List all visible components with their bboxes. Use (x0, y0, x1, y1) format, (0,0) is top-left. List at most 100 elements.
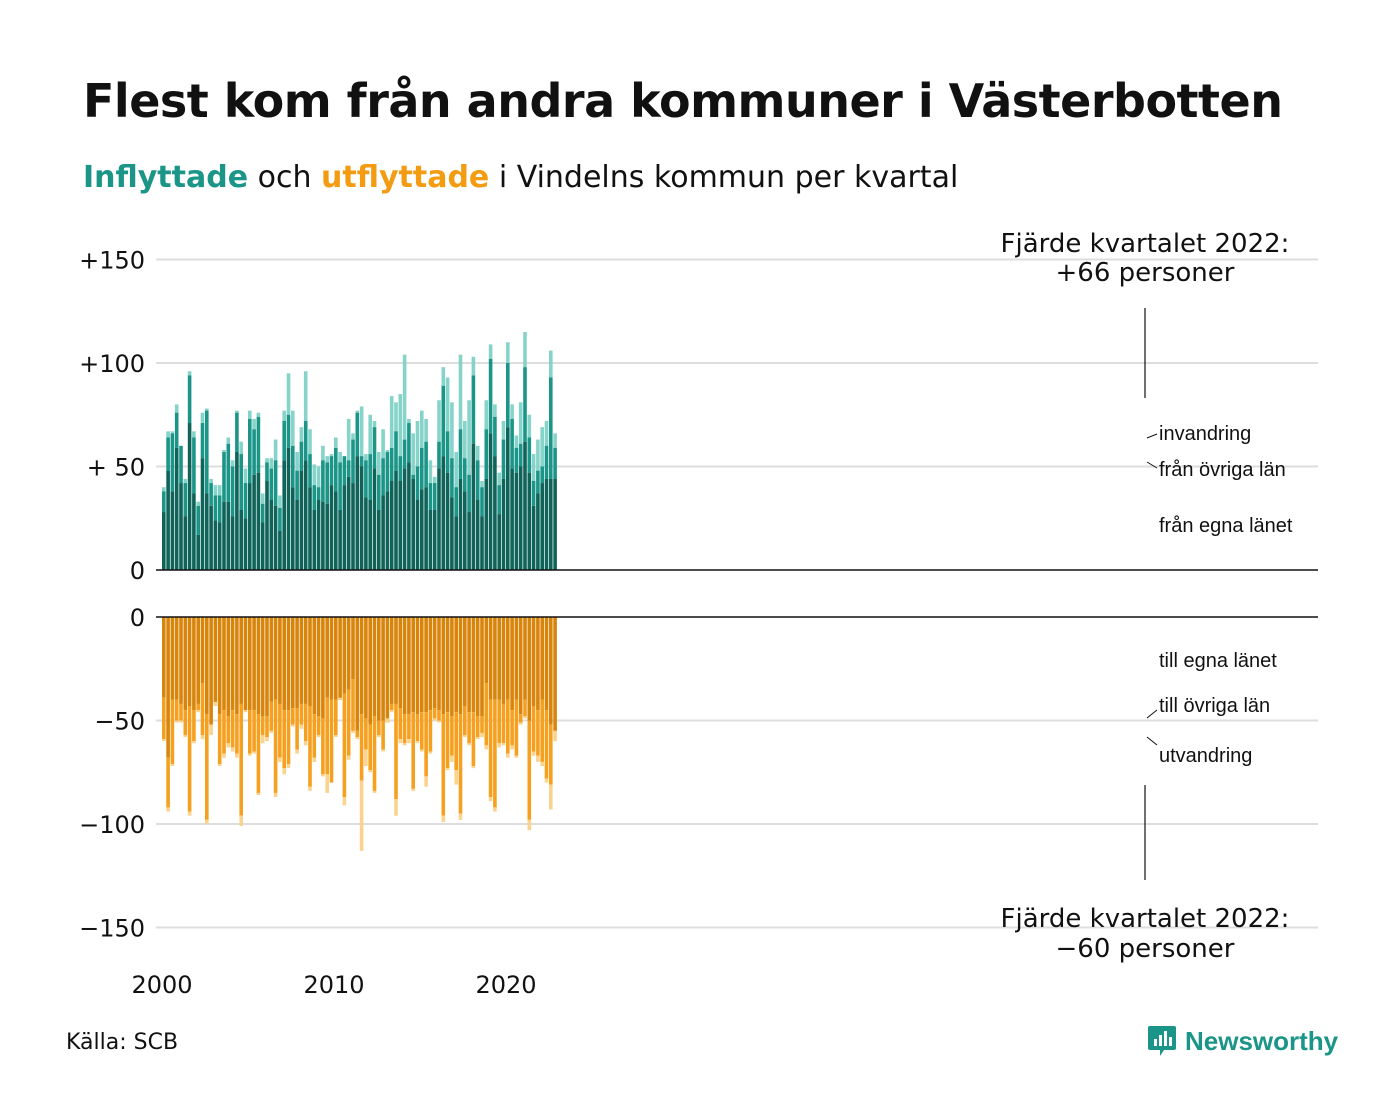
bar-out-ovriga-lan (454, 712, 458, 771)
bar-out-egna-lanet (450, 617, 454, 717)
bar-in-invandring (205, 408, 209, 411)
bar-in-egna-lanet (325, 503, 329, 570)
bar-in-egna-lanet (398, 480, 403, 570)
bar-in-ovriga-lan (170, 433, 175, 492)
chart-svg: +150 +100 + 50 0 0 −50 −100 −150 Fjärde kvartale… (79, 229, 1318, 999)
bar-in-invandring (235, 410, 239, 413)
bar-in-egna-lanet (450, 497, 454, 570)
bar-out-ovriga-lan (531, 706, 536, 752)
bar-in-invandring (389, 396, 394, 448)
bar-in-ovriga-lan (278, 507, 282, 531)
bar-out-ovriga-lan (239, 703, 243, 816)
chart-title: Flest kom från andra kommuner i Västerbo… (83, 74, 1283, 128)
bar-out-egna-lanet (368, 617, 372, 725)
bar-out-utvandring (402, 743, 407, 746)
bar-in-ovriga-lan (411, 474, 415, 479)
logo: Newsworthy (1147, 1024, 1338, 1058)
bar-in-ovriga-lan (346, 460, 351, 477)
bar-out-ovriga-lan (312, 714, 317, 758)
bar-out-egna-lanet (381, 617, 385, 721)
bar-out-egna-lanet (377, 617, 381, 721)
bar-out-ovriga-lan (308, 706, 312, 787)
bar-out-egna-lanet (441, 617, 446, 715)
bar-out-ovriga-lan (432, 708, 437, 719)
bar-out-utvandring (338, 697, 342, 700)
bar-in-ovriga-lan (239, 454, 243, 510)
bar-in-invandring (269, 458, 274, 469)
bar-in-egna-lanet (248, 483, 252, 570)
bar-in-invandring (527, 414, 532, 438)
bar-in-egna-lanet (303, 460, 308, 570)
bar-out-utvandring (475, 737, 480, 740)
series-label-in: invandring (1159, 423, 1251, 445)
bar-in-ovriga-lan (398, 456, 403, 481)
annotation-top-line1: Fjärde kvartalet 2022: (1001, 229, 1290, 259)
bar-in-egna-lanet (334, 491, 338, 570)
bar-in-invandring (308, 429, 312, 455)
bar-out-egna-lanet (273, 617, 278, 700)
bar-out-egna-lanet (398, 617, 403, 709)
bar-out-ovriga-lan (342, 693, 347, 798)
bar-out-utvandring (398, 739, 403, 744)
bar-out-egna-lanet (174, 617, 179, 700)
bar-in-egna-lanet (389, 480, 394, 570)
bar-in-ovriga-lan (488, 358, 493, 434)
bar-out-ovriga-lan (544, 710, 549, 779)
bar-in-egna-lanet (269, 499, 274, 570)
bar-in-ovriga-lan (368, 454, 372, 500)
bar-out-utvandring (484, 745, 489, 750)
bar-in-ovriga-lan (549, 377, 553, 479)
bar-in-egna-lanet (209, 505, 213, 570)
bar-out-utvandring (205, 819, 209, 824)
bar-in-invandring (321, 445, 325, 461)
bar-out-egna-lanet (213, 617, 218, 704)
bar-out-utvandring (523, 716, 527, 719)
bar-out-ovriga-lan (260, 716, 265, 735)
bar-in-ovriga-lan (196, 505, 200, 535)
y-tick-label-top: + 50 (87, 454, 145, 482)
bar-in-invandring (359, 406, 364, 457)
bar-in-egna-lanet (471, 443, 476, 570)
bar-out-ovriga-lan (389, 703, 394, 711)
bar-in-invandring (450, 402, 454, 459)
bar-out-ovriga-lan (196, 703, 200, 711)
label-leader-utvandring (1146, 736, 1158, 746)
bar-out-egna-lanet (239, 617, 243, 704)
bar-out-ovriga-lan (325, 697, 329, 775)
bar-out-utvandring (372, 790, 377, 793)
bar-in-invandring (432, 476, 437, 484)
bar-out-egna-lanet (549, 617, 553, 725)
bar-in-ovriga-lan (420, 447, 424, 490)
bar-out-ovriga-lan (536, 710, 540, 756)
bar-in-invandring (501, 420, 506, 440)
bar-in-egna-lanet (445, 472, 450, 570)
series-label-out: till övriga län (1159, 695, 1270, 717)
bar-in-egna-lanet (282, 460, 286, 570)
bar-out-ovriga-lan (256, 714, 261, 793)
bar-out-utvandring (312, 757, 317, 762)
bar-out-utvandring (308, 786, 312, 791)
bar-in-ovriga-lan (493, 416, 497, 457)
bar-in-egna-lanet (424, 487, 428, 570)
bar-in-invandring (484, 400, 489, 430)
bar-in-invandring (493, 404, 497, 417)
bar-in-invandring (518, 402, 523, 444)
bar-out-ovriga-lan (170, 699, 175, 764)
bar-in-invandring (424, 418, 428, 442)
bar-in-egna-lanet (312, 509, 317, 570)
bar-in-invandring (213, 485, 218, 496)
bar-in-ovriga-lan (432, 483, 437, 510)
bar-out-utvandring (480, 732, 484, 738)
bar-out-egna-lanet (475, 617, 480, 717)
bar-in-invandring (162, 487, 166, 492)
bar-out-egna-lanet (295, 617, 299, 709)
bar-out-utvandring (364, 749, 368, 767)
bar-out-ovriga-lan (415, 714, 420, 742)
bar-out-egna-lanet (506, 617, 510, 700)
bar-out-egna-lanet (540, 617, 544, 700)
bar-out-utvandring (269, 730, 274, 733)
bar-out-egna-lanet (458, 617, 463, 715)
bar-in-egna-lanet (256, 472, 261, 570)
bar-in-egna-lanet (454, 516, 458, 570)
bar-out-ovriga-lan (329, 699, 334, 783)
